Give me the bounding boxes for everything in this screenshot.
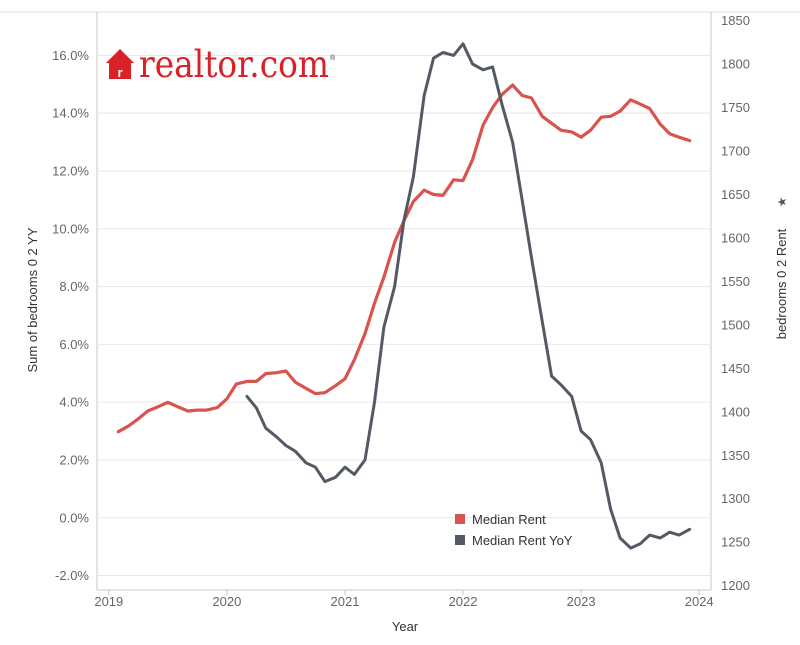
x-tick-labels: 2019 2020 2021 2022 2023 2024 (94, 590, 714, 609)
realtor-logo: r realtor.com ® (106, 43, 336, 86)
y-right-tick-label: 1750 (721, 100, 750, 115)
legend-swatch-median-rent-yoy (455, 535, 465, 545)
x-tick-label: 2020 (212, 594, 241, 609)
legend: Median Rent Median Rent YoY (455, 512, 573, 548)
series-line-median-rent-yoy[interactable] (245, 42, 692, 550)
gridlines (97, 54, 711, 577)
y-left-tick-label: 12.0% (52, 163, 89, 178)
y-right-tick-label: 1850 (721, 13, 750, 28)
y-right-tick-label: 1650 (721, 187, 750, 202)
legend-swatch-median-rent (455, 514, 465, 524)
y-right-tick-label: 1700 (721, 144, 750, 159)
y-left-tick-label: 6.0% (59, 337, 89, 352)
y-right-tick-label: 1450 (721, 361, 750, 376)
y-right-tick-label: 1350 (721, 448, 750, 463)
y-right-tick-label: 1250 (721, 535, 750, 550)
x-tick-label: 2019 (94, 594, 123, 609)
series-line-median-rent[interactable] (116, 83, 692, 434)
y-right-tick-label: 1800 (721, 57, 750, 72)
logo-wordmark: realtor.com (139, 43, 329, 86)
y-left-tick-label: -2.0% (55, 568, 89, 583)
y-left-tick-label: 4.0% (59, 395, 89, 410)
logo-registered-mark: ® (330, 54, 336, 62)
y-left-tick-label: 8.0% (59, 279, 89, 294)
x-tick-label: 2022 (449, 594, 478, 609)
y-left-axis-title: Sum of bedrooms 0 2 YY (25, 227, 40, 372)
x-tick-label: 2021 (331, 594, 360, 609)
y-right-tick-label: 1550 (721, 274, 750, 289)
y-right-tick-label: 1400 (721, 404, 750, 419)
y-left-tick-label: 16.0% (52, 48, 89, 63)
x-tick-label: 2023 (567, 594, 596, 609)
y-left-tick-label: 0.0% (59, 510, 89, 525)
legend-label-median-rent: Median Rent (472, 512, 546, 527)
y-right-tick-label: 1300 (721, 491, 750, 506)
y-left-tick-label: 2.0% (59, 452, 89, 467)
sort-star-icon[interactable]: ★ (775, 197, 789, 208)
y-right-tick-label: 1600 (721, 230, 750, 245)
x-axis-title: Year (392, 619, 419, 634)
y-right-tick-label: 1500 (721, 317, 750, 332)
y-left-tick-label: 10.0% (52, 221, 89, 236)
y-left-tick-labels: -2.0% 0.0% 2.0% 4.0% 6.0% 8.0% 10.0% 12.0% 14.0%… (52, 48, 89, 583)
x-tick-label: 2024 (685, 594, 714, 609)
legend-label-median-rent-yoy: Median Rent YoY (472, 533, 573, 548)
y-right-axis-title: bedrooms 0 2 Rent (774, 228, 789, 339)
y-right-tick-labels: 1200 1250 1300 1350 1400 1450 1500 1550 1600 1650… (721, 13, 750, 593)
house-r-icon: r (106, 49, 134, 80)
svg-text:r: r (117, 65, 122, 80)
series-lines (116, 42, 692, 550)
y-left-tick-label: 14.0% (52, 106, 89, 121)
y-right-tick-label: 1200 (721, 578, 750, 593)
